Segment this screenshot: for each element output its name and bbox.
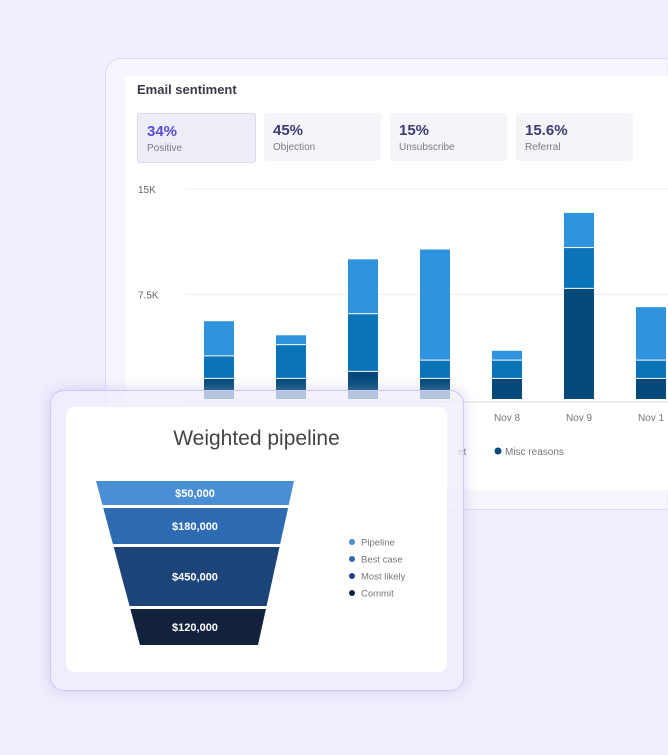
- stat-label: Referral: [525, 142, 561, 153]
- legend-dot: [349, 539, 355, 545]
- email-sentiment-title: Email sentiment: [137, 82, 237, 97]
- stat-value: 15.6%: [525, 122, 568, 139]
- y-tick-label: 7.5K: [138, 291, 159, 302]
- bar-segment: [204, 356, 234, 378]
- bar-segment: [420, 360, 450, 378]
- bar-segment: [636, 307, 666, 360]
- bar-segment: [276, 345, 306, 378]
- funnel-stage: [96, 481, 294, 505]
- bar-segment: [564, 248, 594, 288]
- bar-segment: [204, 321, 234, 356]
- bar-segment: [348, 259, 378, 314]
- funnel-stage-label: $180,000: [172, 521, 218, 533]
- bar-segment: [348, 314, 378, 371]
- legend-label: Commit: [361, 589, 394, 600]
- funnel-stage: [103, 508, 289, 544]
- stat-referral[interactable]: 15.6% Referral: [516, 113, 633, 161]
- funnel-stage-label: $50,000: [175, 488, 215, 500]
- weighted-pipeline-title: Weighted pipeline: [173, 427, 340, 450]
- legend-label: Misc reasons: [505, 447, 564, 458]
- funnel-stage-label: $120,000: [172, 622, 218, 634]
- stat-label: Objection: [273, 142, 316, 153]
- x-tick-label: Nov 1: [638, 413, 665, 424]
- bar-segment: [636, 360, 666, 378]
- legend-label: Most likely: [361, 572, 406, 583]
- funnel-stage: [113, 547, 280, 606]
- bar-segment: [492, 350, 522, 360]
- stat-value: 45%: [273, 122, 304, 139]
- stat-value: 15%: [399, 122, 430, 139]
- stat-label: Positive: [147, 143, 183, 154]
- x-tick-label: Nov 8: [494, 413, 521, 424]
- bar-segment: [564, 288, 594, 399]
- bar-segment: [636, 378, 666, 399]
- stat-label: Unsubscribe: [399, 142, 455, 153]
- bar-segment: [564, 212, 594, 248]
- legend-dot: [494, 447, 502, 455]
- bar-segment: [276, 335, 306, 345]
- funnel-stage: [130, 609, 266, 645]
- bar-segment: [492, 378, 522, 399]
- bar-segment: [420, 249, 450, 360]
- legend-dot: [349, 556, 355, 562]
- x-tick-label: Nov 9: [566, 413, 593, 424]
- bar-segment: [492, 360, 522, 378]
- stat-unsubscribe[interactable]: 15% Unsubscribe: [390, 113, 507, 161]
- stat-objection[interactable]: 45% Objection: [264, 113, 381, 161]
- stat-positive[interactable]: 34% Positive: [137, 113, 256, 163]
- legend-dot: [349, 590, 355, 596]
- legend-dot: [349, 573, 355, 579]
- funnel-stage-label: $450,000: [172, 572, 218, 584]
- y-tick-label: 15K: [138, 185, 156, 196]
- legend-label: Best case: [361, 555, 403, 566]
- stat-value: 34%: [147, 123, 178, 140]
- legend-label: Pipeline: [361, 538, 395, 549]
